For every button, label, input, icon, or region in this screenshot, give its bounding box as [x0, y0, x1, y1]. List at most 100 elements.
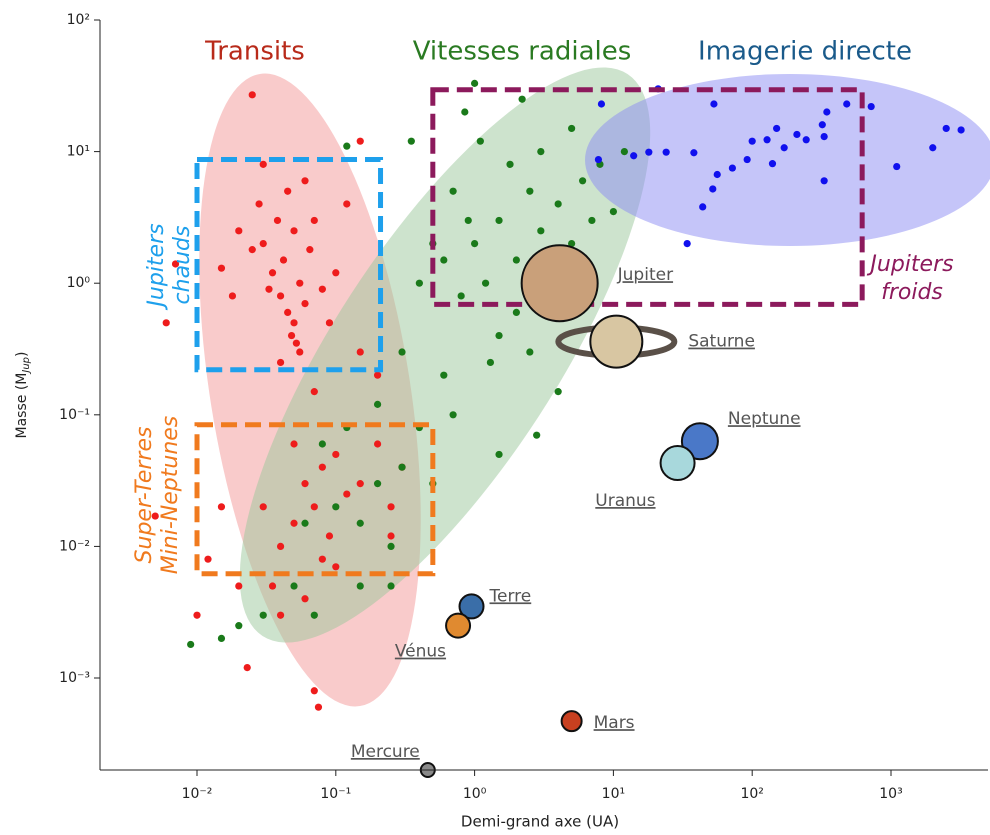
x-tick-label: 10⁰: [463, 786, 487, 802]
point: [471, 240, 478, 247]
point: [714, 171, 721, 178]
point: [819, 121, 826, 128]
point: [332, 269, 339, 276]
point: [284, 188, 291, 195]
point: [343, 143, 350, 150]
point: [645, 149, 652, 156]
point: [274, 217, 281, 224]
box-label: froids: [881, 280, 943, 305]
point: [290, 520, 297, 527]
point: [749, 138, 756, 145]
box-label: Jupiters: [144, 223, 169, 310]
point: [311, 388, 318, 395]
point: [296, 280, 303, 287]
point: [284, 309, 291, 316]
point: [398, 348, 405, 355]
point: [290, 582, 297, 589]
point: [343, 200, 350, 207]
point: [290, 440, 297, 447]
point: [311, 503, 318, 510]
point: [663, 149, 670, 156]
planet: [590, 316, 642, 368]
point: [301, 300, 308, 307]
point: [277, 359, 284, 366]
point: [374, 372, 381, 379]
point: [269, 582, 276, 589]
point: [218, 635, 225, 642]
point: [513, 256, 520, 263]
point: [332, 563, 339, 570]
point: [260, 503, 267, 510]
point: [293, 340, 300, 347]
point: [357, 138, 364, 145]
point: [387, 503, 394, 510]
point: [357, 520, 364, 527]
point: [218, 503, 225, 510]
point: [187, 641, 194, 648]
point: [450, 411, 457, 418]
point: [929, 144, 936, 151]
point: [823, 108, 830, 115]
point: [235, 227, 242, 234]
point: [595, 156, 602, 163]
point: [235, 582, 242, 589]
planet-label: Neptune: [728, 409, 801, 429]
point: [398, 464, 405, 471]
point: [821, 177, 828, 184]
point: [690, 149, 697, 156]
box-label: Mini-Neptunes: [158, 416, 183, 575]
point: [699, 203, 706, 210]
point: [537, 227, 544, 234]
point: [868, 103, 875, 110]
point: [387, 543, 394, 550]
point: [235, 622, 242, 629]
point: [684, 240, 691, 247]
x-tick-label: 10³: [879, 786, 902, 802]
planet-label: Mars: [594, 713, 635, 733]
planet-label: Uranus: [595, 491, 655, 511]
point: [301, 520, 308, 527]
planet-label: Mercure: [351, 742, 420, 762]
point: [709, 185, 716, 192]
point: [630, 152, 637, 159]
point: [943, 125, 950, 132]
x-tick-label: 10⁻²: [182, 786, 213, 802]
point: [280, 256, 287, 263]
y-label: Masse (MJup): [14, 352, 32, 439]
point: [277, 292, 284, 299]
point: [526, 348, 533, 355]
point: [471, 80, 478, 87]
y-label-sub: Jup: [21, 357, 32, 375]
point: [204, 556, 211, 563]
point: [260, 240, 267, 247]
point: [461, 108, 468, 115]
point: [495, 332, 502, 339]
point: [265, 286, 272, 293]
y-tick-label: 10²: [67, 12, 90, 28]
point: [269, 269, 276, 276]
point: [301, 177, 308, 184]
point: [296, 348, 303, 355]
point: [315, 704, 322, 711]
planet: [446, 614, 470, 638]
point: [306, 246, 313, 253]
point: [357, 480, 364, 487]
point: [769, 160, 776, 167]
planet: [562, 711, 582, 731]
point: [244, 664, 251, 671]
point: [408, 138, 415, 145]
point: [218, 265, 225, 272]
point: [311, 217, 318, 224]
point: [495, 451, 502, 458]
chart: TransitsVitesses radialesImagerie direct…: [0, 0, 990, 835]
point: [249, 91, 256, 98]
point: [513, 309, 520, 316]
point: [357, 582, 364, 589]
point: [781, 144, 788, 151]
point: [357, 348, 364, 355]
point: [255, 200, 262, 207]
point: [957, 126, 964, 133]
planet: [522, 245, 598, 321]
point: [440, 372, 447, 379]
point: [301, 480, 308, 487]
